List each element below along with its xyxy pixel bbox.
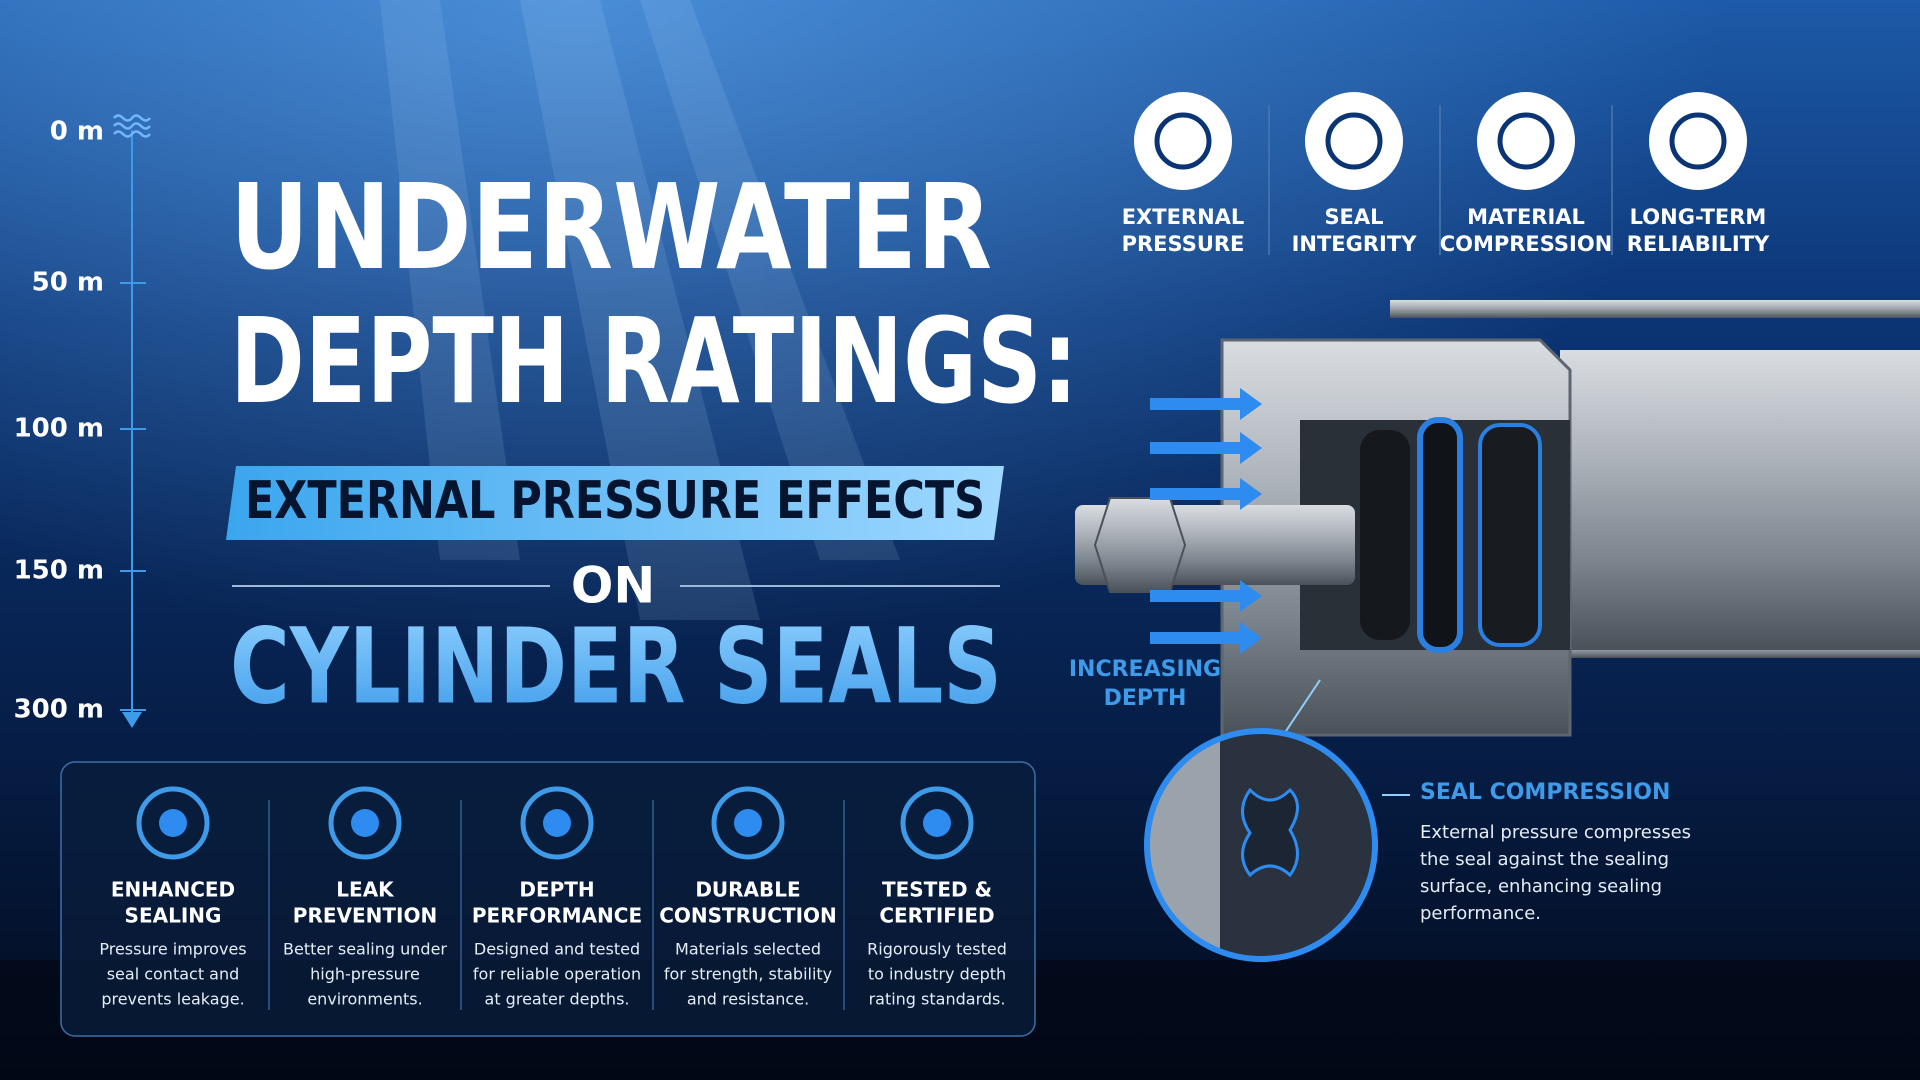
feature-title: PERFORMANCE: [472, 904, 642, 928]
feature-title: DEPTH: [519, 878, 594, 902]
factor-label: COMPRESSION: [1440, 232, 1613, 256]
callout-text: performance.: [1420, 903, 1541, 924]
feature-title: LEAK: [336, 878, 395, 902]
factor-label: SEAL: [1324, 205, 1383, 229]
factor-label: PRESSURE: [1122, 232, 1245, 256]
factor-label: INTEGRITY: [1292, 232, 1418, 256]
feature-title: SEALING: [125, 904, 222, 928]
feature-description: for strength, stability: [664, 965, 832, 984]
feature-icon-core: [734, 809, 762, 837]
title-block: UNDERWATER DEPTH RATINGS: EXTERNAL PRESS…: [226, 158, 1078, 727]
feature-description: at greater depths.: [485, 990, 630, 1009]
feature-description: to industry depth: [868, 965, 1006, 984]
feature-title: CERTIFIED: [879, 904, 994, 928]
factor-icons: EXTERNAL PRESSURE SEAL INTEGRITY MATERIAL COM…: [1122, 92, 1770, 256]
feature-description: environments.: [307, 990, 422, 1009]
banner-bg: [226, 466, 1004, 540]
seal: [1478, 423, 1542, 647]
feature-description: seal contact and: [107, 965, 240, 984]
feature-description: Better sealing under: [283, 940, 447, 959]
depth-label: 300 m: [14, 695, 104, 725]
factor-icon-bg: [1649, 92, 1747, 190]
title-line: UNDERWATER: [230, 158, 992, 296]
factor-label: MATERIAL: [1467, 205, 1585, 229]
feature-icon-core: [923, 809, 951, 837]
factor-label: LONG-TERM: [1630, 205, 1767, 229]
feature-icon-core: [351, 809, 379, 837]
feature-description: rating standards.: [869, 990, 1006, 1009]
depth-label-text: DEPTH: [1104, 686, 1187, 711]
depth-label-text: INCREASING: [1069, 657, 1221, 682]
factor-icon-bg: [1134, 92, 1232, 190]
pressure-arrows: [1150, 388, 1262, 654]
connector-text: ON: [571, 557, 655, 615]
depth-label: 0 m: [50, 117, 104, 147]
wave-icon: [113, 114, 151, 138]
depth-arrow: [122, 712, 142, 728]
seal: [1360, 430, 1410, 640]
seal: [1417, 417, 1463, 653]
inset-ring: [1144, 728, 1378, 962]
feature-description: Materials selected: [675, 940, 821, 959]
feature-description: prevents leakage.: [101, 990, 244, 1009]
feature-icon: [328, 786, 402, 860]
feature-icon-core: [159, 809, 187, 837]
feature-description: for reliable operation: [473, 965, 641, 984]
factor-icon-mark: [1497, 112, 1555, 170]
feature-title: PREVENTION: [293, 904, 437, 928]
callout-line: [1279, 679, 1321, 741]
title-line: CYLINDER SEALS: [230, 605, 1002, 727]
nut: [1093, 497, 1187, 593]
feature-icon: [900, 786, 974, 860]
depth-scale: [113, 114, 151, 728]
light-rays: [380, 0, 900, 620]
cylinder-barrel: [1560, 350, 1920, 650]
title-line: DEPTH RATINGS:: [230, 292, 1078, 430]
feature-description: high-pressure: [310, 965, 420, 984]
callout-text: the seal against the sealing: [1420, 849, 1669, 870]
factor-label: EXTERNAL: [1122, 205, 1245, 229]
factor-icon-bg: [1477, 92, 1575, 190]
callout-text: surface, enhancing sealing: [1420, 876, 1662, 897]
banner-text: EXTERNAL PRESSURE EFFECTS: [245, 471, 985, 531]
feature-description: Rigorously tested: [867, 940, 1007, 959]
tie-rod: [1390, 300, 1920, 318]
depth-label: 150 m: [14, 556, 104, 586]
factor-icon-mark: [1325, 112, 1383, 170]
cylinder-illustration: [1075, 300, 1920, 962]
feature-description: Designed and tested: [474, 940, 640, 959]
callout-text: External pressure compresses: [1420, 822, 1691, 843]
factor-icon-bg: [1305, 92, 1403, 190]
feature-icon: [711, 786, 785, 860]
factor-icon-mark: [1154, 112, 1212, 170]
feature-title: DURABLE: [695, 878, 800, 902]
feature-title: ENHANCED: [111, 878, 235, 902]
callout-title: SEAL COMPRESSION: [1420, 780, 1670, 805]
depth-label: 50 m: [32, 268, 104, 298]
feature-icon: [136, 786, 210, 860]
feature-description: Pressure improves: [99, 940, 246, 959]
feature-title: CONSTRUCTION: [659, 904, 837, 928]
feature-description: and resistance.: [687, 990, 809, 1009]
factor-label: RELIABILITY: [1627, 232, 1770, 256]
feature-icon: [520, 786, 594, 860]
depth-label: 100 m: [14, 414, 104, 444]
features-panel: [60, 761, 1036, 1037]
factor-icon-mark: [1669, 112, 1727, 170]
feature-title: TESTED &: [882, 878, 992, 902]
feature-icon-core: [543, 809, 571, 837]
